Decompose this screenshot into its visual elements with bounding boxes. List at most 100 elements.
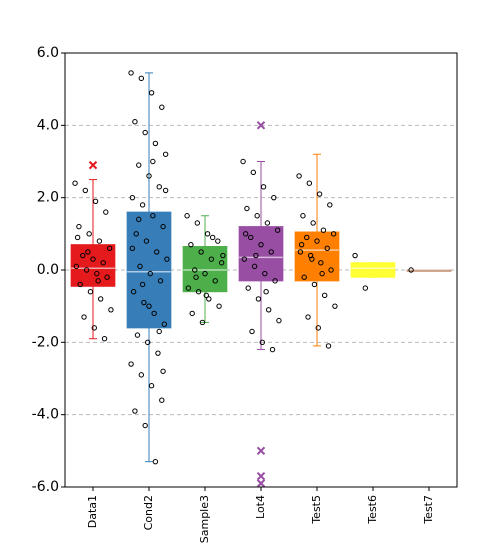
x-tick-label: Test5 xyxy=(310,495,323,525)
data-point xyxy=(362,285,369,291)
data-point xyxy=(108,307,114,313)
data-point xyxy=(159,397,165,403)
outlier-stroke xyxy=(88,160,98,170)
y-tick-label: 0.0 xyxy=(37,262,59,278)
data-point xyxy=(271,194,277,201)
x-tick-label: Cond2 xyxy=(142,495,155,530)
data-point xyxy=(352,252,358,259)
data-point xyxy=(80,252,86,259)
data-point xyxy=(150,158,156,165)
data-point xyxy=(332,303,338,309)
data-point xyxy=(328,267,334,273)
data-point xyxy=(276,317,282,324)
data-point xyxy=(262,270,268,277)
data-point xyxy=(240,158,246,165)
data-point xyxy=(218,260,225,266)
data-point xyxy=(129,245,136,252)
data-point xyxy=(83,267,90,273)
data-point xyxy=(215,238,221,244)
data-point xyxy=(184,213,190,219)
data-point xyxy=(274,227,281,233)
data-point xyxy=(141,299,147,306)
data-point xyxy=(244,205,250,212)
outlier xyxy=(256,121,266,130)
data-point xyxy=(143,238,150,244)
data-point xyxy=(86,231,92,237)
data-point xyxy=(319,270,325,277)
data-point xyxy=(297,249,304,255)
data-point xyxy=(216,303,222,309)
data-point xyxy=(92,198,99,204)
data-point xyxy=(300,213,306,219)
data-point xyxy=(321,292,328,299)
y-tick-label: -6.0 xyxy=(32,479,59,495)
data-point xyxy=(206,296,212,302)
data-point xyxy=(91,325,97,331)
data-point xyxy=(137,263,143,270)
data-point xyxy=(315,325,321,331)
x-tick-label: Data1 xyxy=(86,495,99,528)
data-point xyxy=(150,213,156,219)
data-point xyxy=(139,202,146,208)
data-point xyxy=(74,234,81,241)
outlier-stroke xyxy=(256,479,266,488)
data-point xyxy=(265,307,272,313)
data-point xyxy=(298,241,305,248)
data-point xyxy=(146,173,152,179)
x-tick-label: Lot4 xyxy=(254,495,267,519)
y-tick-label: -2.0 xyxy=(32,334,59,350)
data-point xyxy=(101,336,108,342)
data-point xyxy=(139,281,146,288)
data-point xyxy=(82,187,89,194)
box xyxy=(126,211,172,329)
data-point xyxy=(251,263,258,270)
data-point xyxy=(85,249,91,255)
data-point xyxy=(301,274,307,280)
data-point xyxy=(132,408,138,414)
data-point xyxy=(138,75,145,82)
data-point xyxy=(160,223,166,230)
data-point xyxy=(408,267,414,273)
data-point xyxy=(145,339,151,346)
data-point xyxy=(309,256,315,262)
data-point xyxy=(311,281,318,288)
data-point xyxy=(152,458,159,465)
data-point xyxy=(103,209,109,215)
data-point xyxy=(195,289,202,295)
data-point xyxy=(212,278,218,284)
data-point xyxy=(330,231,337,237)
data-point xyxy=(199,319,206,326)
data-point xyxy=(250,169,257,176)
data-point xyxy=(129,194,136,201)
data-point xyxy=(128,361,134,367)
data-point xyxy=(136,216,142,223)
data-point xyxy=(310,220,316,226)
data-point xyxy=(162,151,169,157)
data-point xyxy=(132,119,138,125)
outlier-stroke xyxy=(256,446,266,456)
x-tick-label: Test7 xyxy=(422,495,435,525)
data-point xyxy=(142,129,148,136)
data-point xyxy=(268,249,274,255)
data-point xyxy=(159,104,165,110)
x-tick-label: Test6 xyxy=(366,495,379,525)
box xyxy=(238,226,284,282)
data-point xyxy=(255,296,262,302)
data-point xyxy=(188,241,194,248)
data-point xyxy=(130,289,137,295)
x-tick-label: Sample3 xyxy=(198,495,211,543)
data-point xyxy=(133,231,139,237)
data-point xyxy=(97,296,104,302)
data-point xyxy=(104,274,110,280)
data-point xyxy=(100,260,106,266)
data-point xyxy=(258,241,264,248)
data-point xyxy=(318,260,324,266)
data-point xyxy=(327,202,333,208)
data-point xyxy=(253,252,259,259)
data-point xyxy=(156,184,162,190)
data-point xyxy=(189,310,195,317)
data-point xyxy=(185,285,192,291)
data-point xyxy=(148,383,155,389)
outlier xyxy=(256,479,266,488)
